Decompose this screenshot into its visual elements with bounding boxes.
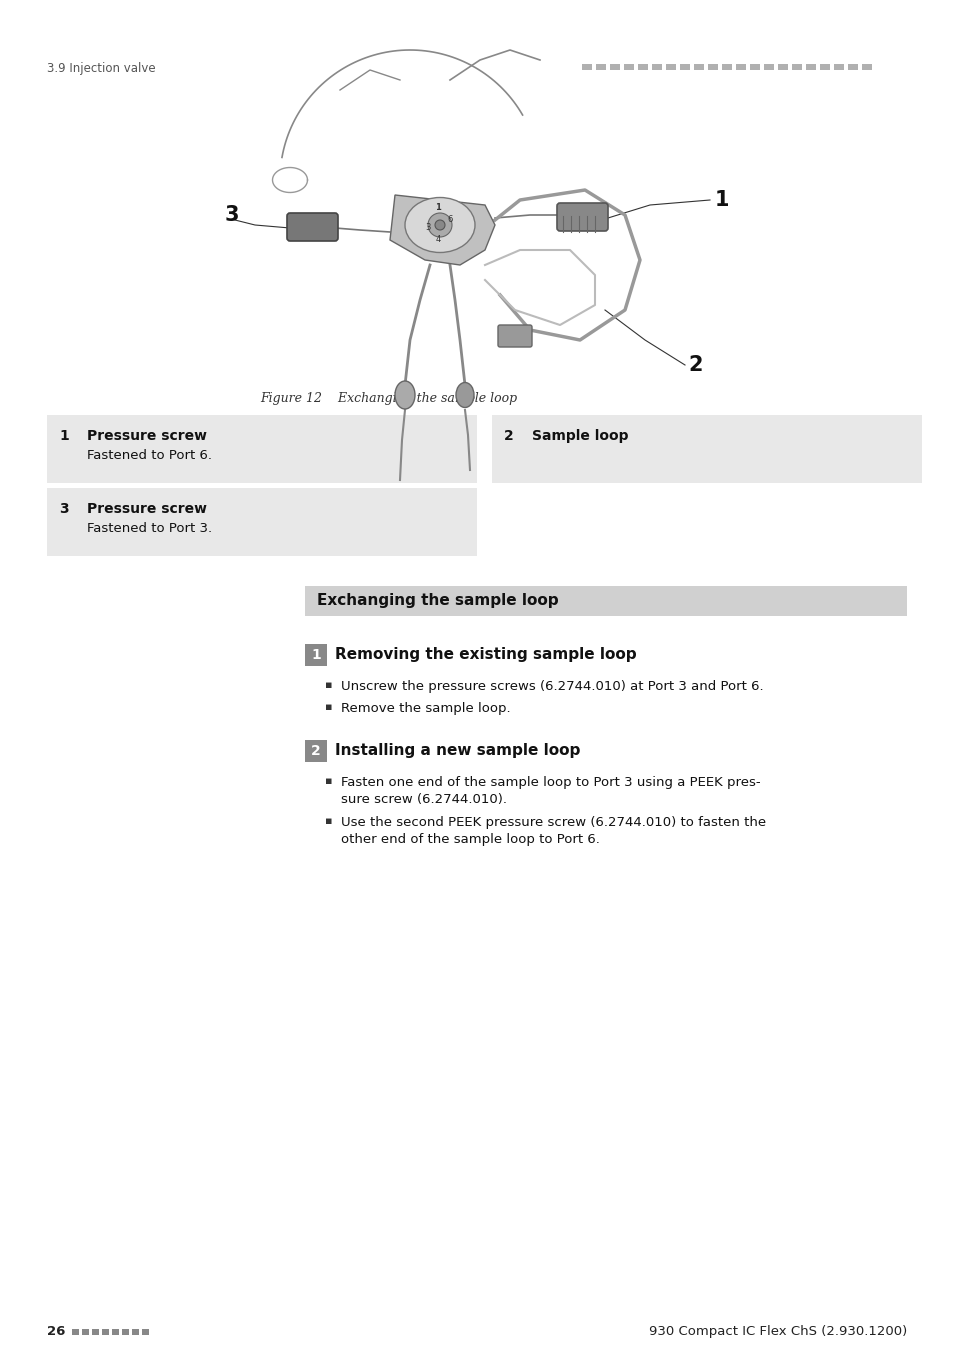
Bar <box>47 487 476 556</box>
Bar <box>492 414 921 483</box>
Bar <box>91 1328 99 1335</box>
Text: other end of the sample loop to Port 6.: other end of the sample loop to Port 6. <box>340 833 599 846</box>
Text: Sample loop: Sample loop <box>532 429 628 443</box>
Bar <box>112 1328 119 1335</box>
Text: 6: 6 <box>447 216 453 224</box>
Bar <box>596 63 605 70</box>
Text: ▪: ▪ <box>325 702 333 711</box>
Bar <box>707 63 718 70</box>
Bar <box>665 63 676 70</box>
Bar <box>847 63 857 70</box>
FancyBboxPatch shape <box>287 213 337 242</box>
Text: sure screw (6.2744.010).: sure screw (6.2744.010). <box>340 792 506 806</box>
Text: Fasten one end of the sample loop to Port 3 using a PEEK pres-: Fasten one end of the sample loop to Por… <box>340 776 760 788</box>
Text: Unscrew the pressure screws (6.2744.010) at Port 3 and Port 6.: Unscrew the pressure screws (6.2744.010)… <box>340 680 762 693</box>
Bar <box>791 63 801 70</box>
Bar <box>47 414 476 483</box>
Text: Exchanging the sample loop: Exchanging the sample loop <box>316 593 558 608</box>
Ellipse shape <box>395 381 415 409</box>
Text: 3: 3 <box>425 224 430 232</box>
Bar <box>305 644 327 666</box>
Bar <box>102 1328 109 1335</box>
Polygon shape <box>390 194 495 265</box>
Ellipse shape <box>405 197 475 252</box>
Text: 3: 3 <box>59 502 69 516</box>
Text: 2: 2 <box>503 429 514 443</box>
Text: Fastened to Port 3.: Fastened to Port 3. <box>87 522 212 535</box>
Text: 1: 1 <box>714 190 729 211</box>
Bar <box>305 586 906 616</box>
Bar <box>638 63 647 70</box>
Bar <box>305 740 327 761</box>
Bar <box>735 63 745 70</box>
Bar <box>693 63 703 70</box>
Text: Use the second PEEK pressure screw (6.2744.010) to fasten the: Use the second PEEK pressure screw (6.27… <box>340 815 765 829</box>
Text: Figure 12    Exchanging the sample loop: Figure 12 Exchanging the sample loop <box>260 392 517 405</box>
Text: ▪: ▪ <box>325 680 333 690</box>
Bar <box>142 1328 149 1335</box>
Text: 1: 1 <box>435 204 440 212</box>
Text: 3: 3 <box>225 205 239 225</box>
Bar <box>820 63 829 70</box>
Bar <box>721 63 731 70</box>
Bar <box>122 1328 129 1335</box>
Bar <box>805 63 815 70</box>
Text: Pressure screw: Pressure screw <box>87 429 207 443</box>
Text: Pressure screw: Pressure screw <box>87 502 207 516</box>
Text: 930 Compact IC Flex ChS (2.930.1200): 930 Compact IC Flex ChS (2.930.1200) <box>648 1324 906 1338</box>
Bar <box>749 63 760 70</box>
Text: ▪: ▪ <box>325 815 333 826</box>
Text: Removing the existing sample loop: Removing the existing sample loop <box>335 647 636 662</box>
Text: 2: 2 <box>687 355 701 375</box>
Bar <box>609 63 619 70</box>
Text: Remove the sample loop.: Remove the sample loop. <box>340 702 510 716</box>
Ellipse shape <box>456 382 474 408</box>
Circle shape <box>428 213 452 238</box>
Text: Installing a new sample loop: Installing a new sample loop <box>335 743 579 757</box>
Bar <box>778 63 787 70</box>
Bar <box>623 63 634 70</box>
Text: Fastened to Port 6.: Fastened to Port 6. <box>87 450 212 462</box>
Text: 3.9 Injection valve: 3.9 Injection valve <box>47 62 155 76</box>
Text: 26: 26 <box>47 1324 66 1338</box>
Text: 1: 1 <box>59 429 69 443</box>
Circle shape <box>435 220 444 230</box>
Bar <box>82 1328 89 1335</box>
Bar <box>679 63 689 70</box>
Bar <box>862 63 871 70</box>
Bar <box>71 1328 79 1335</box>
Bar <box>132 1328 139 1335</box>
FancyBboxPatch shape <box>557 202 607 231</box>
Text: 1: 1 <box>311 648 320 662</box>
Bar <box>833 63 843 70</box>
Text: ▪: ▪ <box>325 776 333 786</box>
FancyBboxPatch shape <box>497 325 532 347</box>
Bar <box>581 63 592 70</box>
Bar <box>763 63 773 70</box>
Bar <box>651 63 661 70</box>
Text: 4: 4 <box>435 235 440 244</box>
Text: 2: 2 <box>311 744 320 757</box>
